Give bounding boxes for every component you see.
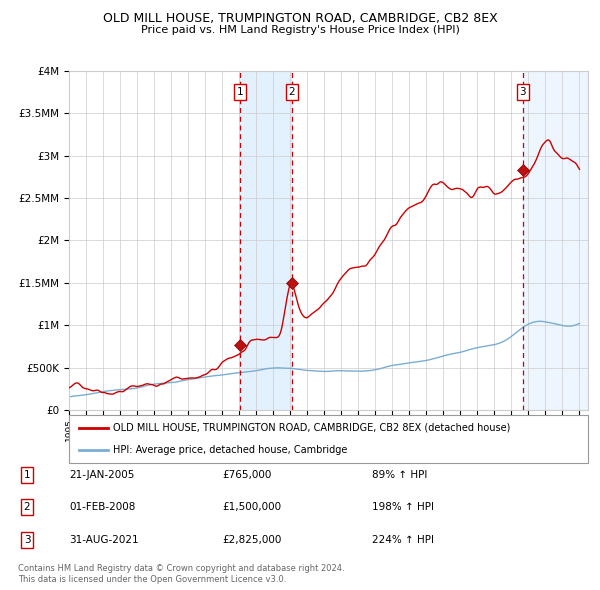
Text: 1: 1 [23,470,31,480]
Text: 01-FEB-2008: 01-FEB-2008 [69,503,136,512]
Text: 224% ↑ HPI: 224% ↑ HPI [372,535,434,545]
Bar [240,71,292,410]
Text: This data is licensed under the Open Government Licence v3.0.: This data is licensed under the Open Gov… [18,575,286,584]
Text: 89% ↑ HPI: 89% ↑ HPI [372,470,427,480]
Text: £765,000: £765,000 [222,470,271,480]
Text: 1: 1 [237,87,244,97]
Text: 31-AUG-2021: 31-AUG-2021 [69,535,139,545]
Text: 3: 3 [520,87,526,97]
Text: 2: 2 [289,87,295,97]
Text: 3: 3 [23,535,31,545]
Text: 2: 2 [23,503,31,512]
Text: £2,825,000: £2,825,000 [222,535,281,545]
Bar [523,71,588,410]
Text: 198% ↑ HPI: 198% ↑ HPI [372,503,434,512]
Text: Contains HM Land Registry data © Crown copyright and database right 2024.: Contains HM Land Registry data © Crown c… [18,565,344,573]
Text: £1,500,000: £1,500,000 [222,503,281,512]
Text: 21-JAN-2005: 21-JAN-2005 [69,470,134,480]
Text: OLD MILL HOUSE, TRUMPINGTON ROAD, CAMBRIDGE, CB2 8EX: OLD MILL HOUSE, TRUMPINGTON ROAD, CAMBRI… [103,12,497,25]
Text: OLD MILL HOUSE, TRUMPINGTON ROAD, CAMBRIDGE, CB2 8EX (detached house): OLD MILL HOUSE, TRUMPINGTON ROAD, CAMBRI… [113,423,511,433]
Text: HPI: Average price, detached house, Cambridge: HPI: Average price, detached house, Camb… [113,445,347,455]
Text: Price paid vs. HM Land Registry's House Price Index (HPI): Price paid vs. HM Land Registry's House … [140,25,460,35]
